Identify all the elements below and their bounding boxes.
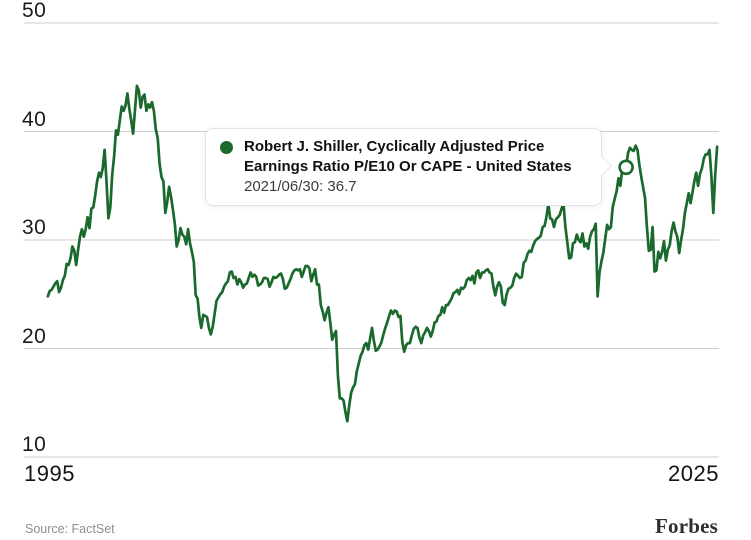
x-axis-label-start: 1995 [24, 461, 75, 486]
tooltip: Robert J. Shiller, Cyclically Adjusted P… [205, 128, 612, 206]
highlight-marker[interactable] [618, 159, 634, 176]
y-axis-label: 50 [22, 0, 47, 22]
source-credit: Source: FactSet [25, 522, 115, 536]
tooltip-title-line2: Earnings Ratio P/E10 Or CAPE - United St… [244, 158, 572, 175]
cape-line[interactable] [46, 84, 719, 423]
gridlines [24, 22, 719, 458]
tooltip-value: 2021/06/30: 36.7 [244, 178, 357, 195]
y-axis-label: 40 [22, 107, 47, 131]
tooltip-series-name: Robert J. Shiller, Cyclically Adjusted P… [244, 137, 572, 177]
x-axis-label-end: 2025 [668, 461, 719, 486]
forbes-logo: Forbes [654, 514, 718, 538]
tooltip-title-line1: Robert J. Shiller, Cyclically Adjusted P… [244, 138, 545, 155]
tooltip-text: Robert J. Shiller, Cyclically Adjusted P… [244, 137, 572, 197]
series-dot-icon [220, 141, 233, 154]
y-axis-label: 30 [22, 216, 47, 239]
y-axis-label: 10 [22, 433, 47, 456]
y-axis-label: 20 [22, 324, 47, 348]
